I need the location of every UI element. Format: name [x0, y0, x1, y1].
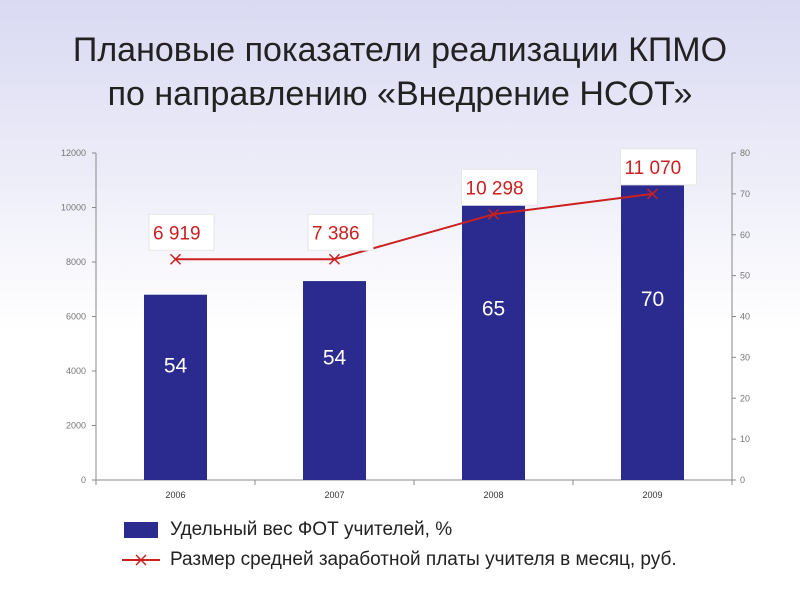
line-data-label: 10 298	[466, 178, 524, 199]
y-left-tick-label: 12000	[61, 148, 86, 158]
chart-title: Плановые показатели реализации КПМО по н…	[0, 28, 800, 116]
x-tick-label: 2008	[483, 490, 503, 500]
y-right-tick-label: 80	[740, 148, 750, 158]
y-left-tick-label: 8000	[66, 257, 86, 267]
y-right-tick-label: 70	[740, 189, 750, 199]
title-line-2: по направлению «Внедрение НСОТ»	[107, 75, 693, 113]
y-left-tick-label: 2000	[66, 421, 86, 431]
x-tick-label: 2006	[165, 490, 185, 500]
x-tick-label: 2009	[642, 490, 662, 500]
line-data-label-box	[620, 148, 697, 186]
line-point-marker	[487, 208, 500, 220]
bar-data-label: 54	[164, 355, 188, 378]
legend-item-line: Размер средней заработной платы учителя …	[120, 546, 677, 574]
legend-bar-label: Удельный вес ФОТ учителей, %	[170, 519, 453, 540]
legend-bar-swatch	[124, 522, 158, 538]
bar-data-label: 54	[323, 347, 347, 370]
x-tick-label: 2007	[324, 490, 344, 500]
line-point-marker	[328, 253, 341, 265]
line-point-marker	[169, 253, 182, 265]
legend-line-swatch	[122, 554, 160, 566]
line-data-label: 6 919	[153, 223, 201, 244]
bar-data-label: 65	[482, 298, 505, 321]
y-right-tick-label: 20	[740, 393, 750, 403]
y-right-tick-label: 0	[740, 475, 745, 485]
bar	[621, 180, 684, 480]
bar	[144, 294, 207, 480]
bar	[462, 196, 525, 480]
line-data-label: 11 070	[625, 158, 682, 179]
legend-line-label: Размер средней заработной платы учителя …	[170, 549, 677, 570]
y-left-tick-label: 6000	[66, 312, 86, 322]
y-right-tick-label: 30	[740, 352, 750, 362]
line-data-label-box	[461, 168, 538, 206]
y-left-tick-label: 10000	[61, 203, 86, 213]
line-data-label-box	[307, 213, 374, 251]
legend: Удельный вес ФОТ учителей, % Размер сред…	[120, 512, 702, 578]
line-data-label-box	[148, 213, 215, 251]
line-data-label: 7 386	[312, 223, 360, 244]
series-line	[175, 192, 653, 261]
bar-data-label: 70	[641, 288, 664, 311]
bar	[303, 281, 366, 480]
y-right-tick-label: 60	[740, 230, 750, 240]
title-line-1: Плановые показатели реализации КПМО	[72, 31, 728, 69]
y-left-tick-label: 4000	[66, 366, 86, 376]
y-right-tick-label: 50	[740, 271, 750, 281]
y-right-tick-label: 10	[740, 434, 750, 444]
y-left-tick-label: 0	[81, 475, 86, 485]
legend-item-bar: Удельный вес ФОТ учителей, %	[120, 516, 452, 544]
y-right-tick-label: 40	[740, 312, 750, 322]
line-point-marker	[646, 188, 659, 200]
